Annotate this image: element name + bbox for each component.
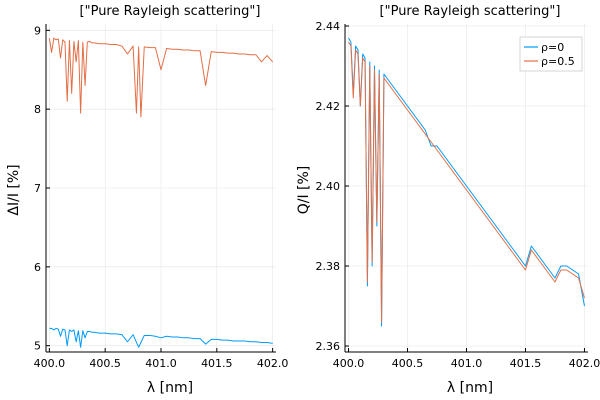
x-tick-label: 400.5 <box>392 357 424 370</box>
legend-label: ρ=0.5 <box>541 55 575 68</box>
plot-right-series-1-line <box>348 41 585 323</box>
plot-right-title: ["Pure Rayleigh scattering"] <box>380 4 561 19</box>
y-tick-label: 6 <box>34 261 41 274</box>
x-tick-label: 400.5 <box>89 357 121 370</box>
plot-left: ["Pure Rayleigh scattering"] λ [nm] ΔI/I… <box>6 4 288 396</box>
y-tick-label: 2.42 <box>316 100 341 113</box>
plot-left-series-0-line <box>49 327 273 348</box>
plot-left-xlabel: λ [nm] <box>147 380 193 396</box>
x-tick-label: 401.0 <box>145 357 177 370</box>
plot-left-ylabel: ΔI/I [%] <box>6 164 22 215</box>
x-tick-label: 402.0 <box>257 357 289 370</box>
legend-label: ρ=0 <box>541 41 564 54</box>
x-tick-label: 401.5 <box>510 357 542 370</box>
x-tick-label: 401.5 <box>201 357 233 370</box>
legend-box <box>519 36 583 72</box>
x-tick-label: 402.0 <box>569 357 600 370</box>
plot-right-legend: ρ=0ρ=0.5 <box>519 36 583 72</box>
plot-left-series-1-line <box>48 37 274 118</box>
y-tick-label: 2.38 <box>316 260 341 273</box>
y-tick-label: 2.40 <box>316 180 341 193</box>
x-tick-label: 400.0 <box>333 357 365 370</box>
plot-right-xlabel: λ [nm] <box>447 380 493 396</box>
y-tick-label: 7 <box>34 182 41 195</box>
plot-right: ["Pure Rayleigh scattering"] λ [nm] Q/I … <box>296 4 600 396</box>
plot-right-grid <box>345 24 588 352</box>
x-tick-label: 400.0 <box>34 357 66 370</box>
y-tick-label: 8 <box>34 103 41 116</box>
plot-right-ylabel: Q/I [%] <box>296 166 312 215</box>
x-tick-label: 401.0 <box>451 357 483 370</box>
y-tick-label: 2.44 <box>316 20 341 33</box>
plot-left-title: ["Pure Rayleigh scattering"] <box>80 4 261 19</box>
y-tick-label: 2.36 <box>316 340 341 353</box>
plot-left-grid <box>46 24 276 352</box>
y-tick-label: 9 <box>34 24 41 37</box>
y-tick-label: 5 <box>34 340 41 353</box>
